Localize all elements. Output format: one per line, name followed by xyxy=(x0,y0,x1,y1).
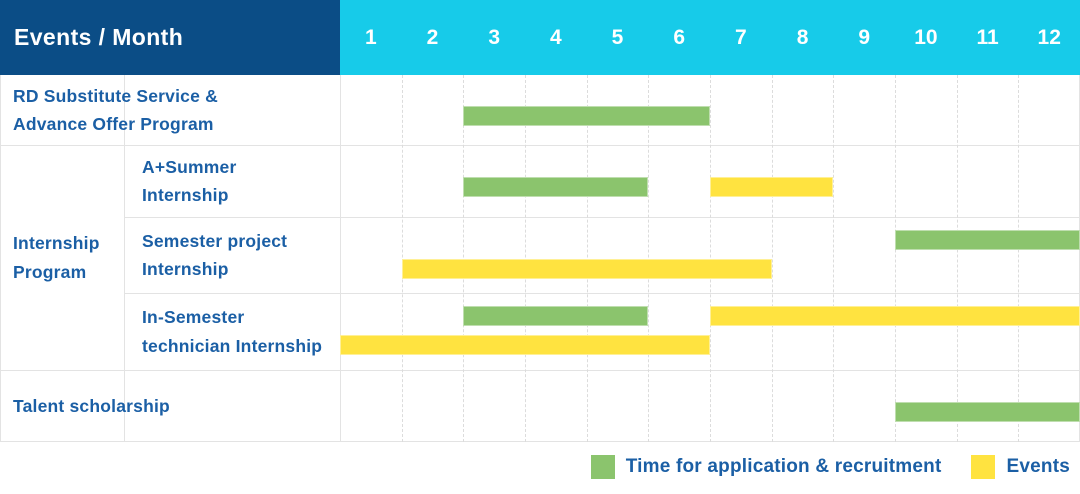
month-label: 3 xyxy=(488,25,501,49)
month-label: 10 xyxy=(914,25,938,49)
row-divider xyxy=(124,293,1080,294)
month-label: 8 xyxy=(796,25,809,49)
legend-label-application: Time for application & recruitment xyxy=(625,456,942,477)
months-header-row: 1 2 3 4 5 6 7 8 9 10 11 12 xyxy=(340,0,1080,75)
month-gridline xyxy=(401,75,403,442)
application-bar xyxy=(895,230,1080,250)
month-label: 2 xyxy=(426,25,439,49)
row-label-line: Internship xyxy=(142,185,229,205)
group-label-internship-program: Internship Program xyxy=(0,145,124,370)
month-label: 6 xyxy=(673,25,686,49)
event-bar xyxy=(401,259,772,279)
row-label-line: RD Substitute Service & xyxy=(13,85,218,106)
month-label: 12 xyxy=(1037,25,1061,49)
row-label-a-plus-summer-internship: A+Summer Internship xyxy=(124,145,340,217)
application-bar xyxy=(463,177,649,197)
group-column-divider xyxy=(124,75,125,442)
month-gridline xyxy=(771,75,773,442)
event-bar xyxy=(710,177,834,197)
month-label: 4 xyxy=(550,25,562,49)
legend-item-events: Events xyxy=(971,455,1070,479)
legend: Time for application & recruitment Event… xyxy=(590,452,1070,482)
row-label-talent-scholarship: Talent scholarship xyxy=(0,370,340,442)
group-label-line: Program xyxy=(13,261,87,282)
row-label-line: Internship xyxy=(142,259,229,279)
application-bar xyxy=(463,106,710,126)
events-month-header-cell: Events / Month xyxy=(0,0,340,75)
month-gridline xyxy=(463,75,465,442)
row-label-line: Semester project xyxy=(142,230,288,251)
table-left-border xyxy=(0,75,1,442)
month-gridline xyxy=(586,75,588,442)
row-label-line: A+Summer xyxy=(142,156,237,177)
events-color-swatch xyxy=(971,455,996,479)
event-bar xyxy=(340,335,710,355)
application-bar xyxy=(895,402,1080,422)
row-label-rd-substitute: RD Substitute Service & Advance Offer Pr… xyxy=(0,75,340,145)
month-gridline xyxy=(895,75,896,442)
events-month-header-label: Events / Month xyxy=(14,24,184,50)
month-label: 5 xyxy=(611,25,624,49)
row-label-line: Advance Offer Program xyxy=(13,114,214,134)
label-chart-divider xyxy=(340,75,341,442)
group-label-line: Internship xyxy=(13,233,100,254)
legend-label-events: Events xyxy=(1006,456,1070,477)
row-label-line: Talent scholarship xyxy=(13,395,170,416)
event-bar xyxy=(710,306,1080,326)
row-label-semester-project-internship: Semester project Internship xyxy=(124,217,340,293)
row-label-line: In-Semester xyxy=(142,307,245,328)
row-divider xyxy=(124,217,1080,218)
month-label: 11 xyxy=(976,25,999,49)
month-gridline xyxy=(956,75,958,442)
row-divider xyxy=(0,370,1080,371)
month-gridline xyxy=(648,75,650,442)
table-bottom-border xyxy=(0,441,1080,442)
row-label-in-semester-technician-internship: In-Semester technician Internship xyxy=(124,293,340,370)
row-divider xyxy=(0,145,1080,146)
month-label: 9 xyxy=(858,25,871,49)
month-label: 7 xyxy=(735,25,747,49)
month-gridline xyxy=(1018,75,1020,442)
month-gridline xyxy=(710,75,711,442)
month-gridline xyxy=(525,75,526,442)
month-gridline xyxy=(833,75,835,442)
legend-item-application: Time for application & recruitment xyxy=(590,455,942,479)
application-color-swatch xyxy=(590,455,615,479)
row-label-line: technician Internship xyxy=(142,335,323,356)
month-label: 1 xyxy=(364,25,377,49)
application-bar xyxy=(463,306,649,326)
